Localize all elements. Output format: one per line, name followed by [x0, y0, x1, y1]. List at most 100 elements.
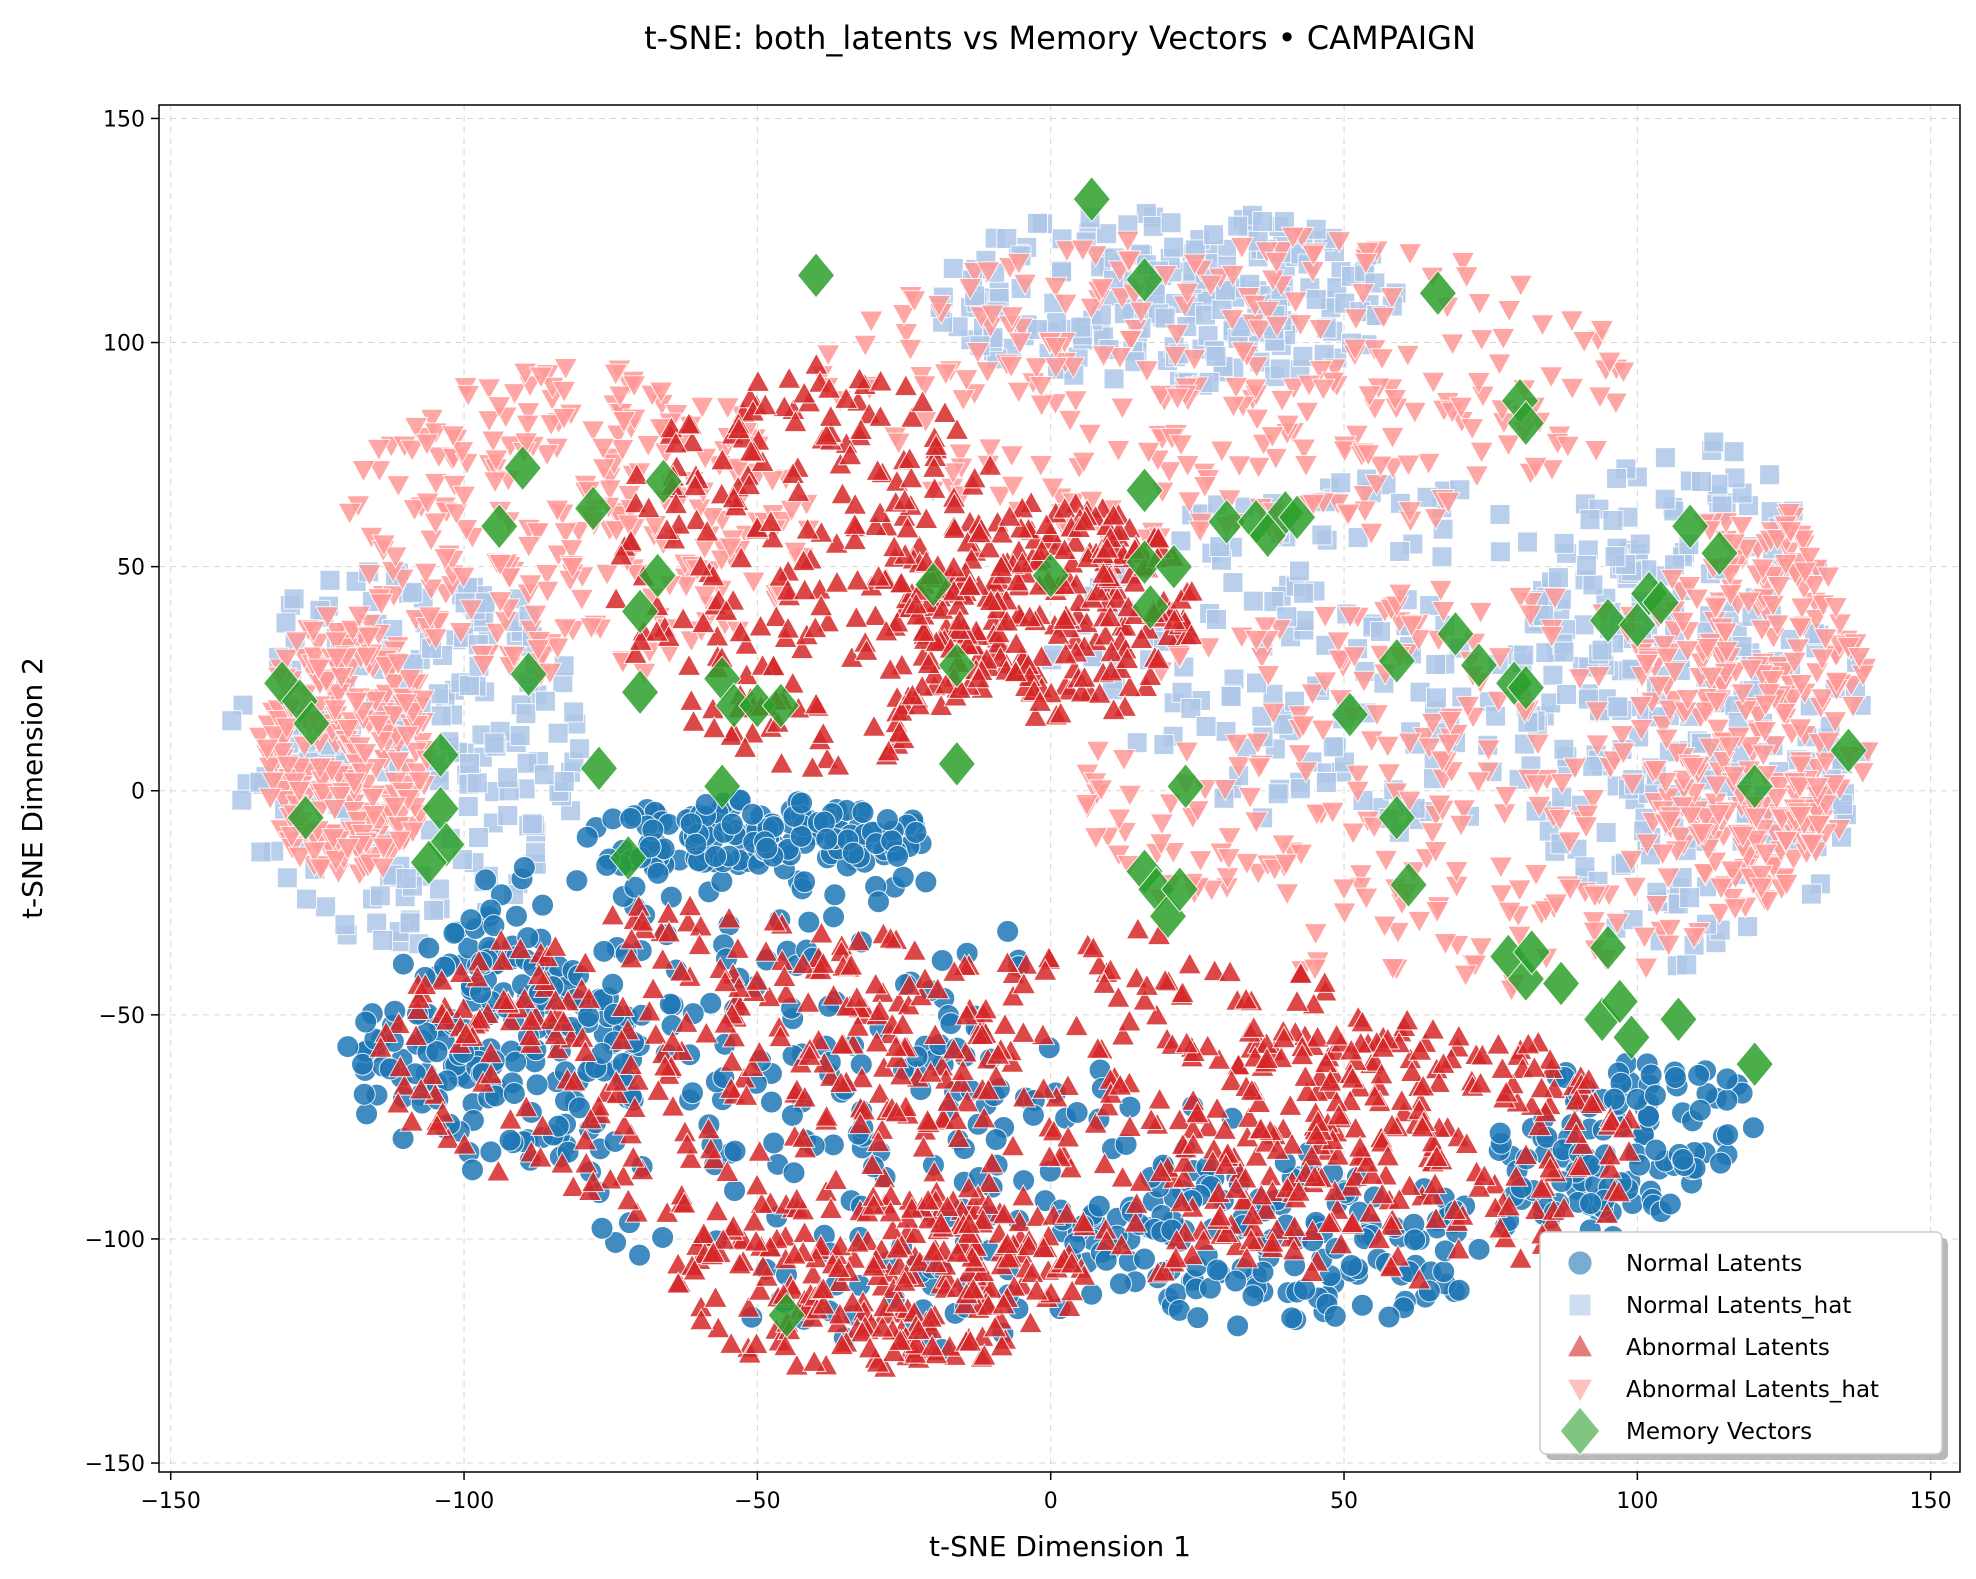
normal-latents-hat-point — [458, 674, 480, 696]
normal-latents-point — [1644, 1138, 1668, 1162]
abnormal-latents-hat-point — [1440, 333, 1465, 356]
normal-latents-point — [1687, 1063, 1711, 1087]
normal-latents-hat-point — [1629, 533, 1651, 555]
abnormal-latents-point — [1485, 1032, 1511, 1055]
normal-latents-hat-point — [1322, 736, 1344, 758]
normal-latents-hat-point — [547, 722, 569, 744]
normal-latents-point — [1447, 1278, 1471, 1302]
abnormal-latents-hat-point — [1493, 785, 1519, 809]
normal-latents-hat-point — [295, 888, 317, 910]
normal-latents-hat-point — [1553, 641, 1575, 663]
abnormal-latents-point — [1324, 1022, 1350, 1046]
normal-latents-hat-point — [483, 732, 505, 754]
normal-latents-hat-point — [515, 703, 537, 725]
abnormal-latents-hat-point — [553, 358, 579, 381]
normal-latents-hat-point — [1553, 738, 1575, 760]
normal-latents-hat-point — [1330, 472, 1352, 494]
normal-latents-point — [1021, 1103, 1045, 1127]
chart-title: t-SNE: both_latents vs Memory Vectors • … — [644, 19, 1476, 57]
abnormal-latents-point — [676, 653, 702, 676]
abnormal-latents-point — [845, 567, 870, 591]
abnormal-latents-hat-point — [480, 430, 506, 454]
normal-latents-point — [619, 807, 643, 831]
normal-latents-point — [1602, 1087, 1626, 1111]
abnormal-latents-hat-point — [1217, 827, 1243, 850]
normal-latents-point — [425, 1040, 449, 1064]
normal-latents-point — [823, 883, 847, 907]
abnormal-latents-point — [863, 603, 888, 627]
normal-latents-point — [1226, 1314, 1250, 1338]
abnormal-latents-hat-point — [1508, 274, 1534, 298]
normal-latents-hat-point — [395, 868, 417, 890]
abnormal-latents-hat-point — [678, 630, 704, 653]
y-tick-label: −50 — [99, 1004, 145, 1029]
abnormal-latents-hat-point — [1492, 803, 1518, 826]
abnormal-latents-point — [1117, 1114, 1143, 1138]
abnormal-latents-hat-point — [1419, 822, 1445, 845]
normal-latents-hat-point — [1516, 531, 1538, 553]
normal-latents-hat-point — [1676, 954, 1698, 976]
abnormal-latents-hat-point — [1188, 850, 1213, 873]
abnormal-latents-hat-point — [594, 563, 620, 587]
normal-latents-hat-point — [1389, 540, 1411, 562]
normal-latents-point — [886, 844, 910, 868]
abnormal-latents-point — [1147, 1087, 1173, 1110]
normal-latents-hat-point — [459, 753, 481, 775]
normal-latents-hat-point — [423, 899, 445, 921]
normal-latents-point — [474, 868, 498, 892]
abnormal-latents-hat-point — [893, 323, 919, 346]
abnormal-latents-hat-point — [1470, 385, 1496, 409]
legend-label: Abnormal Latents_hat — [1626, 1377, 1879, 1403]
normal-latents-point — [565, 869, 589, 893]
abnormal-latents-point — [1125, 916, 1151, 940]
normal-latents-point — [822, 905, 846, 929]
normal-latents-point — [575, 825, 599, 849]
normal-latents-hat-point — [221, 710, 243, 732]
normal-latents-point — [710, 869, 734, 893]
normal-latents-point — [704, 844, 728, 868]
normal-latents-hat-point — [276, 867, 298, 889]
abnormal-latents-point — [687, 932, 713, 956]
normal-latents-point — [790, 791, 814, 815]
normal-latents-hat-point — [1582, 755, 1604, 777]
memory-vector-point — [1072, 175, 1112, 223]
normal-latents-point — [531, 893, 555, 917]
normal-latents-point — [815, 827, 839, 851]
abnormal-latents-point — [769, 751, 794, 774]
normal-latents-point — [851, 800, 875, 824]
normal-latents-hat-point — [516, 752, 538, 774]
abnormal-latents-point — [745, 369, 771, 392]
abnormal-latents-hat-point — [1559, 310, 1585, 333]
abnormal-latents-hat-point — [569, 588, 595, 612]
normal-latents-point — [336, 1035, 360, 1059]
normal-latents-point — [459, 908, 483, 932]
abnormal-latents-point — [753, 939, 779, 962]
abnormal-latents-point — [1177, 951, 1203, 975]
normal-latents-point — [740, 802, 764, 826]
normal-latents-hat-point — [231, 789, 253, 811]
abnormal-latents-point — [701, 715, 727, 739]
normal-latents-point — [604, 1230, 628, 1254]
abnormal-latents-hat-point — [455, 384, 481, 408]
normal-latents-hat-point — [1489, 541, 1511, 563]
normal-latents-point — [590, 1216, 614, 1240]
normal-latents-hat-point — [1026, 212, 1048, 234]
normal-latents-point — [352, 1082, 376, 1106]
abnormal-latents-hat-point — [1373, 849, 1399, 873]
normal-latents-hat-point — [521, 813, 543, 835]
legend-label: Memory Vectors — [1626, 1419, 1812, 1445]
abnormal-latents-point — [640, 976, 666, 1000]
abnormal-latents-point — [823, 1167, 849, 1191]
normal-latents-point — [502, 1082, 526, 1106]
abnormal-latents-point — [881, 534, 907, 558]
normal-latents-point — [904, 820, 928, 844]
normal-latents-point — [1671, 1147, 1695, 1171]
x-axis-label: t-SNE Dimension 1 — [929, 1530, 1191, 1563]
normal-latents-point — [1716, 1123, 1740, 1147]
normal-latents-point — [821, 1133, 845, 1157]
normal-latents-point — [1663, 1065, 1687, 1089]
normal-latents-hat-point — [334, 914, 356, 936]
abnormal-latents-hat-point — [1077, 423, 1103, 447]
abnormal-latents-hat-point — [1785, 638, 1811, 661]
abnormal-latents-point — [1217, 959, 1243, 983]
